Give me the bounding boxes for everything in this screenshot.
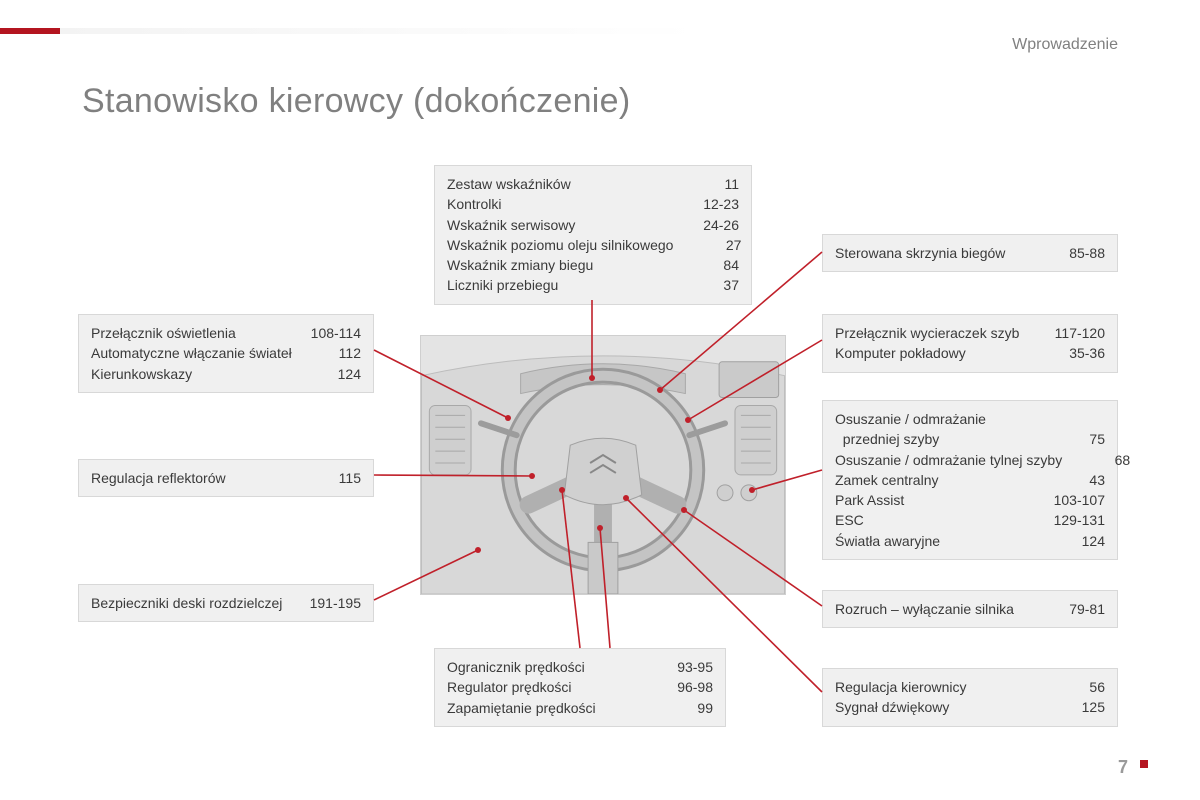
callout-label: przedniej szyby (835, 429, 939, 449)
callout-pages (1049, 409, 1105, 429)
callout-row: Zapamiętanie prędkości 99 (447, 698, 713, 718)
callout-label: Park Assist (835, 490, 904, 510)
callout-pages: 93-95 (657, 657, 713, 677)
callout-row: Bezpieczniki deski rozdzielczej 191-195 (91, 593, 361, 613)
callout-label: Liczniki przebiegu (447, 275, 558, 295)
callout-speed-controls: Ogranicznik prędkości93-95Regulator pręd… (434, 648, 726, 727)
callout-row: Kierunkowskazy 124 (91, 364, 361, 384)
dashboard-svg (421, 336, 785, 594)
top-accent-bar (0, 28, 1200, 34)
callout-label: Wskaźnik poziomu oleju silnikowego (447, 235, 673, 255)
callout-pages: 56 (1049, 677, 1105, 697)
corner-accent-icon (1140, 760, 1148, 768)
dashboard-illustration (420, 335, 786, 595)
callout-fuses: Bezpieczniki deski rozdzielczej 191-195 (78, 584, 374, 622)
callout-pages: 84 (683, 255, 739, 275)
page-number: 7 (1118, 757, 1128, 778)
callout-pages: 12-23 (683, 194, 739, 214)
callout-label: Kierunkowskazy (91, 364, 192, 384)
section-label: Wprowadzenie (1012, 36, 1118, 54)
callout-label: Regulator prędkości (447, 677, 572, 697)
callout-defrost-controls: Osuszanie / odmrażanie przedniej szyby 75… (822, 400, 1118, 560)
callout-pages: 112 (305, 343, 361, 363)
callout-label: Zamek centralny (835, 470, 938, 490)
callout-row: Regulacja reflektorów 115 (91, 468, 361, 488)
callout-lighting: Przełącznik oświetlenia108-114Automatycz… (78, 314, 374, 393)
callout-row: przedniej szyby 75 (835, 429, 1105, 449)
callout-label: ESC (835, 510, 864, 530)
callout-pages: 99 (657, 698, 713, 718)
callout-label: Przełącznik oświetlenia (91, 323, 236, 343)
callout-row: Światła awaryjne 124 (835, 531, 1105, 551)
callout-row: Przełącznik oświetlenia 108-114 (91, 323, 361, 343)
callout-label: Zestaw wskaźników (447, 174, 571, 194)
callout-row: Park Assist 103-107 (835, 490, 1105, 510)
callout-row: Sterowana skrzynia biegów 85-88 (835, 243, 1105, 263)
callout-row: ESC 129-131 (835, 510, 1105, 530)
callout-instrument-cluster: Zestaw wskaźników11Kontrolki12-23Wskaźni… (434, 165, 752, 305)
callout-row: Przełącznik wycieraczek szyb 117-120 (835, 323, 1105, 343)
callout-label: Rozruch – wyłączanie silnika (835, 599, 1014, 619)
callout-row: Rozruch – wyłączanie silnika 79-81 (835, 599, 1105, 619)
callout-headlamp-adjust: Regulacja reflektorów 115 (78, 459, 374, 497)
callout-label: Sygnał dźwiękowy (835, 697, 949, 717)
callout-label: Przełącznik wycieraczek szyb (835, 323, 1019, 343)
callout-row: Automatyczne włączanie świateł 112 (91, 343, 361, 363)
callout-label: Regulacja reflektorów (91, 468, 226, 488)
callout-pages: 11 (683, 174, 739, 194)
callout-row: Regulacja kierownicy 56 (835, 677, 1105, 697)
callout-row: Osuszanie / odmrażanie (835, 409, 1105, 429)
callout-label: Osuszanie / odmrażanie tylnej szyby (835, 450, 1062, 470)
callout-gearbox: Sterowana skrzynia biegów 85-88 (822, 234, 1118, 272)
callout-label: Ogranicznik prędkości (447, 657, 585, 677)
callout-row: Osuszanie / odmrażanie tylnej szyby68 (835, 450, 1105, 470)
callout-label: Światła awaryjne (835, 531, 940, 551)
callout-label: Automatyczne włączanie świateł (91, 343, 292, 363)
callout-pages: 75 (1049, 429, 1105, 449)
callout-row: Sygnał dźwiękowy 125 (835, 697, 1105, 717)
callout-steering-horn: Regulacja kierownicy 56 Sygnał dźwiękowy 12… (822, 668, 1118, 727)
manual-page: Wprowadzenie Stanowisko kierowcy (dokońc… (0, 0, 1200, 800)
callout-wipers: Przełącznik wycieraczek szyb117-120Kompu… (822, 314, 1118, 373)
callout-pages: 125 (1049, 697, 1105, 717)
callout-label: Regulacja kierownicy (835, 677, 967, 697)
callout-pages: 124 (1049, 531, 1105, 551)
callout-pages: 43 (1049, 470, 1105, 490)
callout-pages: 117-120 (1049, 323, 1105, 343)
callout-row: Liczniki przebiegu 37 (447, 275, 739, 295)
callout-row: Ogranicznik prędkości 93-95 (447, 657, 713, 677)
callout-pages: 108-114 (305, 323, 361, 343)
callout-label: Wskaźnik zmiany biegu (447, 255, 593, 275)
callout-label: Kontrolki (447, 194, 501, 214)
callout-pages: 96-98 (657, 677, 713, 697)
callout-engine-start: Rozruch – wyłączanie silnika 79-81 (822, 590, 1118, 628)
callout-pages: 191-195 (305, 593, 361, 613)
callout-pages: 35-36 (1049, 343, 1105, 363)
callout-row: Wskaźnik zmiany biegu 84 (447, 255, 739, 275)
callout-row: Zestaw wskaźników 11 (447, 174, 739, 194)
callout-row: Regulator prędkości 96-98 (447, 677, 713, 697)
callout-label: Wskaźnik serwisowy (447, 215, 575, 235)
callout-pages: 27 (685, 235, 741, 255)
callout-pages: 24-26 (683, 215, 739, 235)
callout-row: Zamek centralny 43 (835, 470, 1105, 490)
callout-label: Bezpieczniki deski rozdzielczej (91, 593, 282, 613)
callout-row: Wskaźnik poziomu oleju silnikowego 27 (447, 235, 739, 255)
callout-pages: 124 (305, 364, 361, 384)
callout-label: Zapamiętanie prędkości (447, 698, 596, 718)
callout-row: Komputer pokładowy 35-36 (835, 343, 1105, 363)
callout-row: Kontrolki 12-23 (447, 194, 739, 214)
callout-pages: 115 (305, 468, 361, 488)
callout-label: Komputer pokładowy (835, 343, 966, 363)
callout-pages: 79-81 (1049, 599, 1105, 619)
callout-pages: 68 (1074, 450, 1130, 470)
callout-pages: 103-107 (1049, 490, 1105, 510)
page-title: Stanowisko kierowcy (dokończenie) (82, 82, 630, 121)
callout-label: Sterowana skrzynia biegów (835, 243, 1005, 263)
callout-label: Osuszanie / odmrażanie (835, 409, 986, 429)
callout-pages: 37 (683, 275, 739, 295)
callout-pages: 85-88 (1049, 243, 1105, 263)
callout-row: Wskaźnik serwisowy 24-26 (447, 215, 739, 235)
callout-pages: 129-131 (1049, 510, 1105, 530)
